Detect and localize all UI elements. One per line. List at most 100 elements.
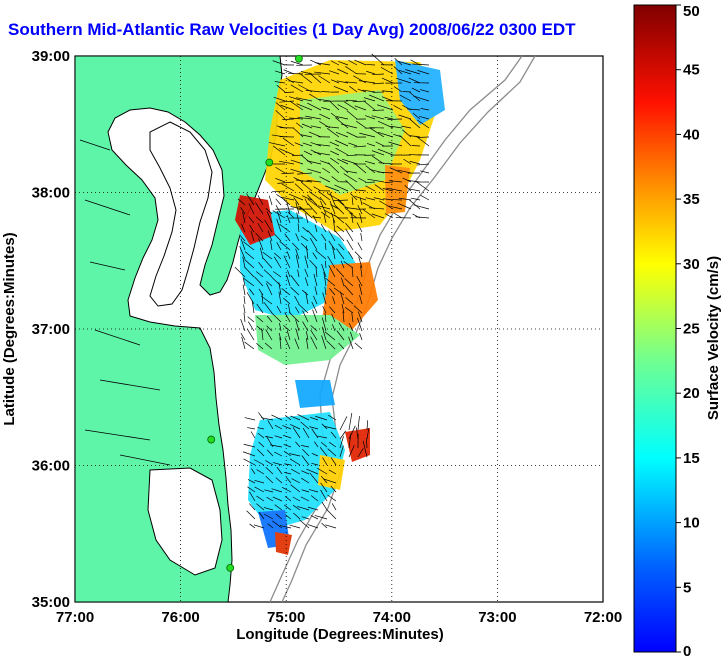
velocity-arrow [377,171,394,174]
velocity-arrow [333,287,345,296]
velocity-arrow [398,197,412,201]
velocity-arrow [339,430,346,440]
velocity-arrow [256,316,264,323]
velocity-arrow [304,268,309,278]
velocity-arrow [345,222,354,233]
velocity-arrow [330,79,340,84]
velocity-arrow [306,468,319,475]
velocity-arrow [242,256,246,269]
velocity-arrow [283,297,291,305]
velocity-arrow [343,173,358,183]
colorbar-tick-label: 5 [683,579,691,596]
velocity-arrow [297,505,310,511]
velocity-arrow [272,496,283,502]
velocity-arrow [374,184,385,192]
velocity-arrow [357,88,367,93]
velocity-arrow [310,125,322,129]
velocity-arrow [243,278,246,287]
velocity-arrow [263,302,273,314]
velocity-arrow [398,70,412,75]
velocity-arrow [275,204,282,215]
velocity-arrow [292,496,301,502]
velocity-arrow [310,515,319,520]
velocity-arrow [302,310,309,323]
velocity-arrow [324,260,327,269]
velocity-arrow [372,73,385,75]
velocity-arrow [244,251,255,260]
velocity-arrow [268,142,286,147]
velocity-arrow [307,230,318,242]
velocity-arrow [311,453,319,457]
velocity-arrow [304,255,309,269]
velocity-arrow [321,335,327,350]
velocity-arrow [305,213,309,224]
velocity-arrow [310,142,322,147]
velocity-arrow [254,276,264,287]
velocity-arrow [246,193,255,206]
velocity-arrow [301,477,310,484]
velocity-arrow [273,256,282,269]
velocity-arrow [358,256,363,269]
velocity-arrow [317,205,331,210]
velocity-vectors [234,53,430,529]
velocity-arrow [409,160,421,165]
velocity-arrow [265,466,274,475]
velocity-arrow [265,329,273,341]
velocity-arrow [401,125,412,129]
velocity-arrow [302,321,309,332]
velocity-arrow [272,60,286,66]
velocity-arrow [307,168,322,174]
velocity-arrow [274,81,286,84]
velocity-arrow [267,523,274,529]
velocity-arrow [239,235,246,242]
velocity-arrow [276,84,286,93]
velocity-arrow [353,145,367,148]
velocity-arrow [371,150,385,156]
velocity-arrow [300,154,313,165]
velocity-arrow [279,322,282,332]
velocity-arrow [281,487,292,493]
velocity-arrow [328,414,337,421]
velocity-arrow [301,455,310,466]
velocity-arrow [265,207,273,215]
velocity-arrow [415,216,430,219]
y-tick-label: 35:00 [32,594,70,611]
velocity-arrow [256,495,265,502]
velocity-arrow [405,69,421,75]
velocity-arrow [263,269,273,278]
velocity-arrow [390,125,403,129]
velocity-arrow [306,179,322,183]
velocity-arrow [267,230,273,242]
velocity-arrow [296,212,300,224]
velocity-arrow [313,295,318,305]
velocity-arrow [351,312,354,323]
pamlico-sound [147,467,223,576]
velocity-arrow [240,332,246,341]
velocity-arrow [317,435,328,439]
velocity-arrow [300,421,310,430]
velocity-arrow [253,524,265,529]
velocity-arrow [330,112,340,120]
velocity-arrow [279,223,291,233]
x-tick-label: 77:00 [56,609,94,626]
velocity-arrow [272,210,286,219]
velocity-arrow [274,234,282,242]
velocity-arrow [310,329,318,341]
velocity-arrow [372,82,385,85]
velocity-arrow [300,235,309,242]
velocity-arrow [408,199,421,210]
velocity-arrow [384,116,394,120]
velocity-arrow [254,486,265,493]
velocity-arrow [336,330,345,341]
velocity-arrow [323,272,327,287]
velocity-arrow [380,66,394,75]
velocity-arrow [393,86,403,93]
velocity-arrow [301,516,310,520]
velocity-arrow [366,143,376,147]
velocity-arrow [327,494,337,502]
velocity-arrow [261,328,264,341]
velocity-arrow [247,479,256,484]
velocity-arrow [314,515,328,520]
velocity-arrow [274,424,283,430]
velocity-arrow [307,506,319,511]
